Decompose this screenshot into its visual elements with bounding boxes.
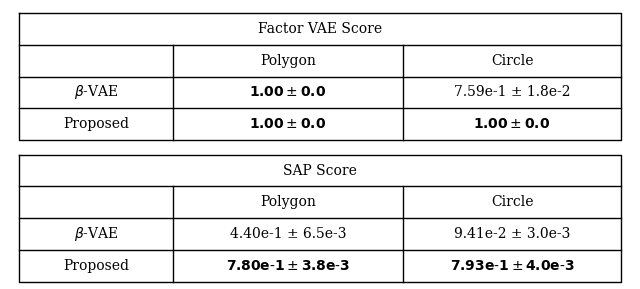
Text: $\mathbf{1.00} \pm \mathbf{0.0}$: $\mathbf{1.00} \pm \mathbf{0.0}$ [250, 117, 326, 131]
Text: $\mathbf{7.80e\text{-}1} \pm \mathbf{3.8e\text{-}3}$: $\mathbf{7.80e\text{-}1} \pm \mathbf{3.8… [226, 259, 350, 273]
Text: 4.40e-1 ± 6.5e-3: 4.40e-1 ± 6.5e-3 [230, 227, 346, 241]
Text: Proposed: Proposed [63, 117, 129, 131]
Text: Polygon: Polygon [260, 195, 316, 209]
Text: $\mathbf{7.93e\text{-}1} \pm \mathbf{4.0e\text{-}3}$: $\mathbf{7.93e\text{-}1} \pm \mathbf{4.0… [449, 259, 575, 273]
Text: $\mathbf{1.00} \pm \mathbf{0.0}$: $\mathbf{1.00} \pm \mathbf{0.0}$ [474, 117, 550, 131]
Text: $\beta$-VAE: $\beta$-VAE [74, 84, 118, 101]
Text: Factor VAE Score: Factor VAE Score [258, 22, 382, 36]
Text: $\mathbf{1.00} \pm \mathbf{0.0}$: $\mathbf{1.00} \pm \mathbf{0.0}$ [250, 86, 326, 99]
Text: SAP Score: SAP Score [283, 164, 357, 177]
Text: Polygon: Polygon [260, 54, 316, 68]
Text: Proposed: Proposed [63, 259, 129, 273]
Text: 7.59e-1 ± 1.8e-2: 7.59e-1 ± 1.8e-2 [454, 86, 570, 99]
Text: Circle: Circle [491, 54, 533, 68]
Text: 9.41e-2 ± 3.0e-3: 9.41e-2 ± 3.0e-3 [454, 227, 570, 241]
Text: Circle: Circle [491, 195, 533, 209]
Text: $\beta$-VAE: $\beta$-VAE [74, 225, 118, 243]
